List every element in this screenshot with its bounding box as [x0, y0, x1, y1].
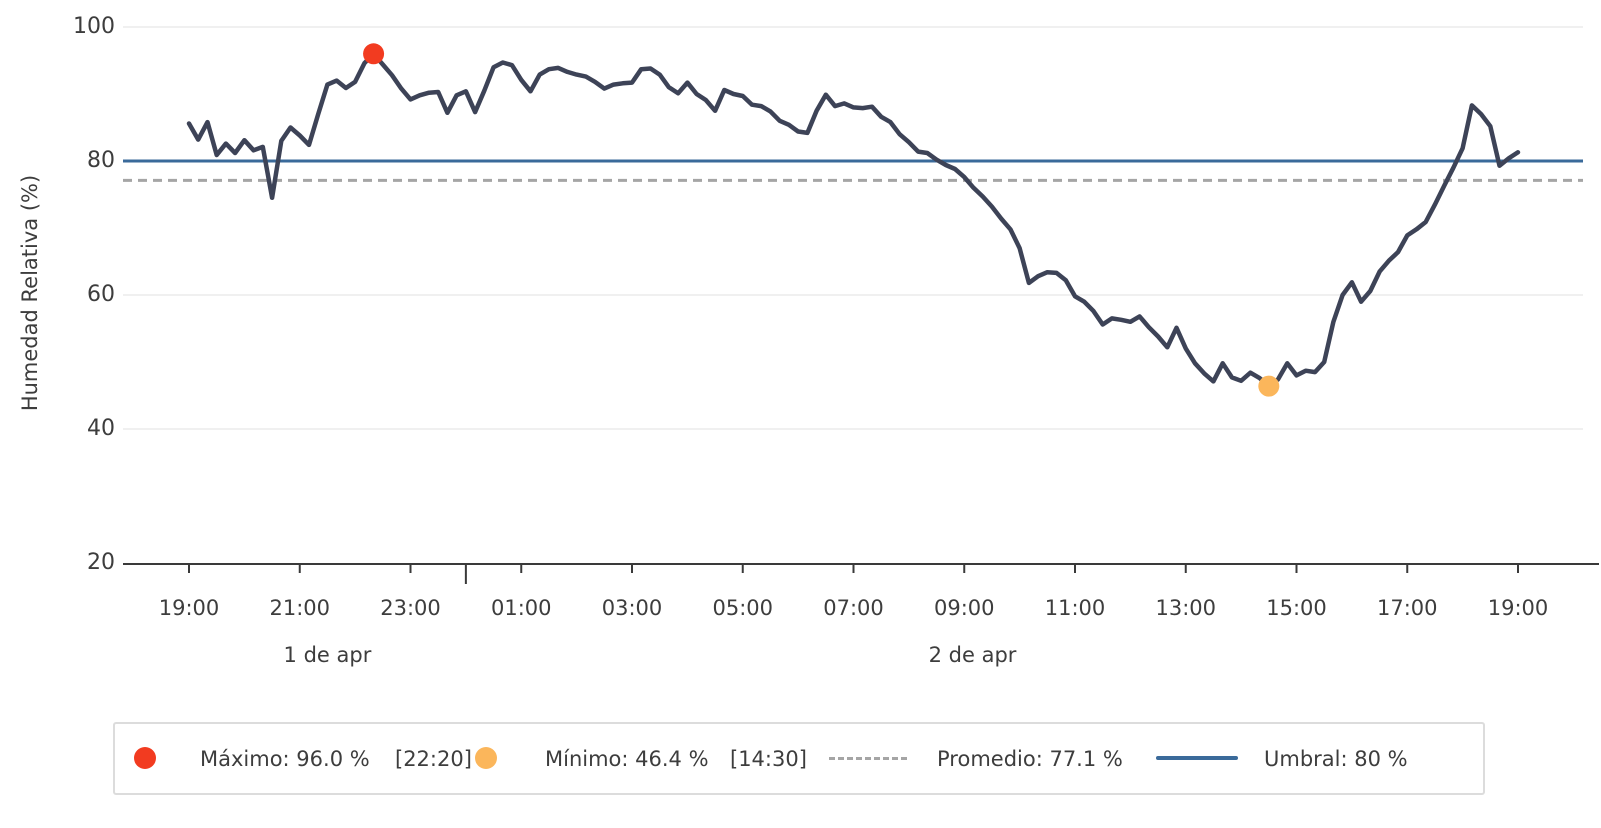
date-label: 1 de apr — [283, 643, 372, 667]
threshold-line-legend-icon — [1156, 756, 1238, 760]
x-tick-label: 17:00 — [1376, 596, 1438, 620]
x-tick-label: 15:00 — [1266, 596, 1327, 620]
y-axis-title: Humedad Relativa (%) — [18, 174, 42, 412]
legend-minimo-label: Mínimo: 46.4 % — [545, 747, 709, 771]
x-tick-label: 19:00 — [1487, 596, 1549, 620]
legend-promedio-label: Promedio: 77.1 % — [937, 747, 1123, 771]
max-marker — [363, 43, 385, 65]
average-line-legend-icon — [829, 757, 907, 760]
legend-umbral-label: Umbral: 80 % — [1264, 747, 1408, 771]
x-tick-label: 11:00 — [1044, 596, 1106, 620]
x-tick-label: 01:00 — [490, 596, 552, 620]
x-tick-label: 23:00 — [380, 596, 441, 620]
y-tick-label: 100 — [73, 14, 115, 39]
x-tick-label: 07:00 — [823, 596, 884, 620]
legend-maximo-label: Máximo: 96.0 % — [200, 747, 370, 771]
min-marker-legend-icon — [475, 747, 497, 769]
x-tick-label: 05:00 — [712, 596, 774, 620]
max-marker-legend-icon — [134, 747, 156, 769]
x-tick-label: 19:00 — [158, 596, 220, 620]
x-tick-label: 21:00 — [269, 596, 331, 620]
humidity-line — [186, 51, 1521, 389]
x-axis-ticks — [188, 564, 1519, 584]
legend — [113, 722, 1485, 795]
legend-maximo-time: [22:20] — [395, 747, 472, 771]
y-tick-label: 80 — [87, 148, 115, 173]
x-tick-label: 03:00 — [601, 596, 663, 620]
x-tick-label: 09:00 — [933, 596, 995, 620]
x-tick-label: 13:00 — [1155, 596, 1217, 620]
legend-minimo-time: [14:30] — [730, 747, 807, 771]
y-tick-label: 60 — [87, 282, 115, 307]
min-marker — [1258, 375, 1280, 397]
y-tick-label: 20 — [87, 550, 115, 575]
y-tick-label: 40 — [87, 416, 115, 441]
date-label: 2 de apr — [928, 643, 1017, 667]
